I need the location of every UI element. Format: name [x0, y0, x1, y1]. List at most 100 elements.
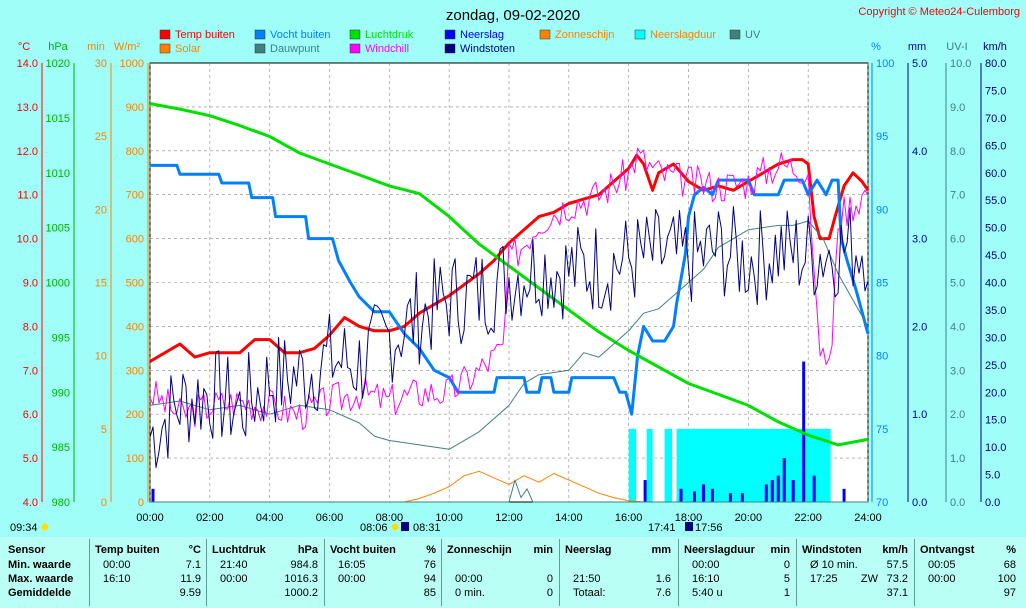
stats-value: 76: [423, 559, 436, 571]
y-tick-rain: 5.0: [912, 58, 927, 70]
stats-header: Zonneschijn: [447, 544, 512, 556]
neerslagduur-bar: [628, 428, 637, 502]
legend-swatch: [729, 29, 741, 40]
stats-time: 00:00: [455, 573, 483, 585]
stats-unit: %: [1006, 544, 1016, 556]
y-tick-humidity: 85: [876, 278, 888, 290]
stats-value: 9.59: [179, 587, 201, 599]
y-tick-wind: 5.0: [985, 470, 1000, 482]
legend-label: Solar: [175, 43, 201, 55]
stats-separator: [914, 539, 915, 606]
stats-col: Sensor Min. waarde Max. waarde Gemiddelde: [8, 537, 92, 608]
stats-col: Windstoten km/h Ø 10 min. 57.5 17:25 ZW 73.2 37…: [802, 537, 912, 608]
y-tick-wind: 50.0: [985, 223, 1006, 235]
y-tick-sunmin: 15: [95, 278, 107, 290]
y-tick-humidity: 75: [876, 424, 888, 436]
legend-swatch: [444, 43, 456, 54]
x-tick-label: 16:00: [615, 512, 643, 524]
legend-label: Luchtdruk: [365, 29, 414, 41]
stats-value: 0: [546, 573, 553, 585]
stats-value: 94: [423, 573, 436, 585]
y-tick-rain: 1.0: [912, 409, 927, 421]
y-tick-temp: 6.0: [23, 409, 38, 421]
y-tick-solar: 700: [126, 190, 144, 202]
y-tick-pressure: 985: [52, 442, 70, 454]
series-solar: [150, 470, 868, 503]
y-tick-wind: 45.0: [985, 250, 1006, 262]
y-tick-rain: 0.0: [912, 497, 927, 509]
stats-value: 984.8: [290, 559, 318, 571]
y-tick-pressure: 995: [52, 332, 70, 344]
stats-table: Sensor Min. waarde Max. waarde Gemiddelde Te…: [0, 537, 1026, 608]
neerslag-bar: [710, 488, 714, 502]
y-tick-wind: 20.0: [985, 387, 1006, 399]
neerslag-bar: [643, 480, 647, 502]
stats-time: 17:25: [810, 573, 838, 585]
stats-row-label: Gemiddelde: [8, 587, 71, 599]
copyright: Copyright © Meteo24-Culemborg: [858, 6, 1020, 18]
sunset-start-label: 17:41: [648, 522, 676, 534]
legend-label: Neerslagduur: [650, 29, 716, 41]
stats-value: 57.5: [886, 559, 908, 571]
sunrise-icon: [391, 523, 399, 531]
y-tick-temp: 12.0: [17, 146, 38, 158]
y-tick-sunmin: 25: [95, 131, 107, 143]
stats-header: Ontvangst: [920, 544, 975, 556]
y-tick-uv: 0.0: [950, 497, 965, 509]
stats-header: Temp buiten: [95, 544, 160, 556]
stats-value: 100: [997, 573, 1016, 585]
sun-icon: [41, 523, 49, 531]
legend-swatch: [254, 29, 266, 40]
y-tick-sunmin: 30: [95, 58, 107, 70]
legend-label: UV: [745, 29, 761, 41]
stats-value: 1016.3: [284, 573, 318, 585]
legend: Temp buiten Solar Vocht buiten Dauwpunt Luch…: [159, 29, 761, 55]
neerslag-bar: [842, 488, 846, 502]
stats-time: 16:10: [103, 573, 131, 585]
stats-separator: [559, 539, 560, 606]
stats-time: 00:05: [928, 559, 956, 571]
y-tick-humidity: 70: [876, 497, 888, 509]
stats-col: Ontvangst% 00:05 68 00:00 100 97: [920, 537, 1020, 608]
stats-time: 21:50: [573, 573, 601, 585]
y-tick-uv: 8.0: [950, 146, 965, 158]
y-tick-solar: 300: [126, 365, 144, 377]
stats-value: 85: [423, 587, 436, 599]
series-luchtdruk: [149, 102, 869, 447]
y-tick-solar: 600: [126, 234, 144, 246]
stats-value: 0: [783, 559, 790, 571]
stats-col: Neerslagduur min 00:00 0 16:10 5 5:40 u 1: [684, 537, 794, 608]
y-tick-temp: 13.0: [17, 102, 38, 114]
stats-time: 00:00: [338, 573, 366, 585]
legend-label: Zonneschijn: [555, 29, 614, 41]
sunrise-end-label: 08:31: [413, 522, 441, 534]
x-tick-label: 12:00: [495, 512, 523, 524]
series-vocht-buiten: [150, 163, 870, 416]
stats-value: 0: [546, 587, 553, 599]
stats-col: Temp buiten °C 00:00 7.1 16:10 11.9 9.59: [95, 537, 205, 608]
x-tick-label: 14:00: [555, 512, 583, 524]
y-tick-rain: 2.0: [912, 321, 927, 333]
y-tick-uv: 7.0: [950, 190, 965, 202]
stats-unit: mm: [651, 544, 671, 556]
legend-swatch: [349, 29, 361, 40]
y-tick-solar: 500: [126, 278, 144, 290]
y-tick-pressure: 1015: [46, 113, 70, 125]
neerslag-bar: [701, 484, 705, 502]
y-tick-wind: 35.0: [985, 305, 1006, 317]
y-tick-sunmin: 20: [95, 204, 107, 216]
stats-header: Sensor: [8, 544, 46, 556]
y-tick-temp: 7.0: [23, 365, 38, 377]
y-tick-wind: 30.0: [985, 332, 1006, 344]
stats-col: Luchtdruk hPa 21:40 984.8 00:00 1016.3 1000.2: [212, 537, 322, 608]
y-tick-rain: 4.0: [912, 146, 927, 158]
dawn-icon: [401, 522, 409, 531]
y-tick-uv: 10.0: [950, 58, 971, 70]
y-tick-pressure: 1005: [46, 223, 70, 235]
y-tick-rain: 3.0: [912, 234, 927, 246]
stats-value: 5: [783, 573, 790, 585]
y-tick-solar: 800: [126, 146, 144, 158]
stats-value: 37.1: [886, 587, 908, 599]
neerslagduur-bar: [646, 428, 653, 502]
y-tick-solar: 200: [126, 409, 144, 421]
